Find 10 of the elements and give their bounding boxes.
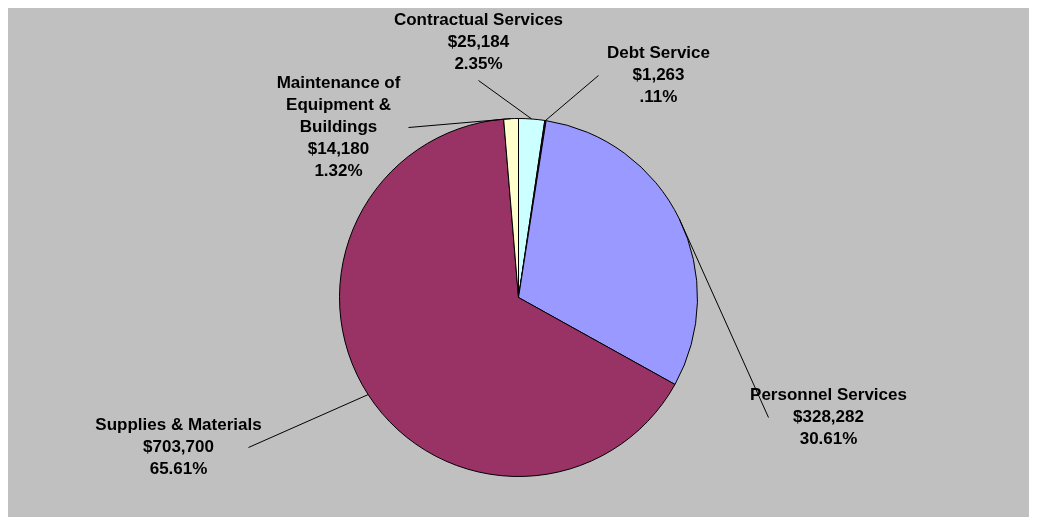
data-label: $1,263 .11% bbox=[632, 65, 685, 107]
slice-label: Contractual Services bbox=[393, 10, 564, 30]
slice-label: Personnel Services bbox=[750, 385, 907, 405]
slice-label: Debt Service bbox=[607, 43, 710, 63]
data-label: $703,700 65.61% bbox=[143, 437, 214, 479]
data-label: $25,184 2.35% bbox=[447, 32, 510, 74]
data-label: $14,180 1.32% bbox=[307, 139, 370, 181]
slice-label: Supplies & Materials bbox=[95, 415, 262, 435]
slice-label: Maintenance of Equipment & Buildings bbox=[276, 73, 401, 137]
data-label: $328,282 30.61% bbox=[793, 407, 864, 449]
